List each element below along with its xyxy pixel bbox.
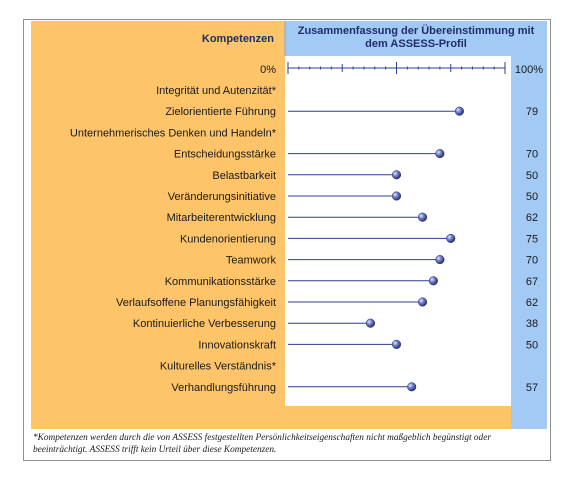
value-label: 50 (526, 170, 538, 182)
labels-panel (31, 21, 285, 429)
value-label: 38 (526, 318, 538, 330)
value-dot (391, 339, 402, 349)
header-right-line-1: Zusammenfassung der Übereinstimmung mit (298, 24, 535, 37)
value-dot (407, 382, 417, 392)
competency-label: Kulturelles Verständnis* (160, 361, 277, 373)
value-dot (391, 191, 402, 201)
value-label: 70 (526, 255, 538, 267)
value-dot (435, 255, 445, 265)
competency-label: Unternehmerisches Denken und Handeln* (70, 127, 277, 139)
value-label: 50 (526, 191, 538, 203)
value-dot (417, 212, 428, 222)
value-label: 67 (526, 276, 538, 288)
competency-label: Mitarbeiterentwicklung (167, 212, 276, 224)
competency-label: Teamwork (226, 255, 277, 267)
value-dot (417, 297, 428, 307)
competency-label: Veränderungsinitiative (168, 191, 276, 203)
header-right-line-2: dem ASSESS-Profil (365, 38, 467, 50)
value-dot (391, 170, 402, 180)
value-label: 62 (526, 212, 538, 224)
competency-label: Innovationskraft (198, 339, 276, 351)
right-header-panel (285, 21, 547, 56)
competency-label: Zielorientierte Führung (165, 106, 276, 118)
competency-label: Belastbarkeit (212, 170, 276, 182)
value-label: 62 (526, 297, 538, 309)
value-dot (428, 276, 438, 286)
x-axis (287, 62, 506, 74)
header-left: Kompetenzen (202, 33, 274, 45)
chart-rows: Integrität und Autenzität* Zielorientiert… (70, 85, 538, 394)
footnote: *Kompetenzen werden durch die von ASSESS… (33, 433, 491, 455)
competency-label: Kommunikationsstärke (165, 276, 276, 288)
competency-label: Entscheidungsstärke (174, 149, 276, 161)
value-label: 70 (526, 149, 538, 161)
value-dot (454, 106, 464, 116)
axis-max-label: 100% (515, 64, 543, 76)
competency-label: Verhandlungsführung (171, 382, 276, 394)
value-label: 57 (526, 382, 538, 394)
value-dot (365, 318, 376, 328)
competency-label: Integrität und Autenzität* (156, 85, 277, 97)
competency-label: Verlaufsoffene Planungsfähigkeit (116, 297, 276, 309)
value-column (511, 56, 547, 429)
competency-label: Kundenorientierung (180, 233, 276, 245)
value-dot (435, 149, 445, 159)
value-dot (446, 233, 456, 243)
value-label: 50 (526, 339, 538, 351)
plot-area (285, 56, 511, 406)
competency-label: Kontinuierliche Verbesserung (133, 318, 276, 330)
axis-min-label: 0% (260, 64, 276, 76)
value-label: 79 (526, 106, 538, 118)
value-label: 75 (526, 233, 538, 245)
plot-bottom-band (285, 406, 511, 429)
